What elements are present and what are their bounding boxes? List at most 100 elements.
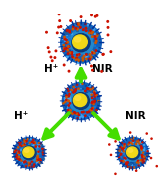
- Bar: [129, 138, 130, 139]
- Circle shape: [96, 94, 97, 95]
- Bar: [143, 144, 145, 145]
- Bar: [18, 152, 19, 153]
- Bar: [142, 153, 143, 154]
- Circle shape: [127, 166, 128, 167]
- Bar: [140, 162, 142, 163]
- Circle shape: [91, 14, 92, 15]
- Circle shape: [71, 89, 72, 91]
- Circle shape: [40, 143, 41, 144]
- Bar: [143, 158, 144, 159]
- Bar: [143, 149, 144, 150]
- Bar: [96, 52, 97, 53]
- Circle shape: [17, 157, 19, 158]
- Bar: [74, 24, 75, 25]
- Bar: [39, 150, 40, 151]
- Circle shape: [24, 162, 25, 163]
- Circle shape: [18, 151, 19, 152]
- Bar: [18, 157, 20, 158]
- Bar: [25, 139, 26, 140]
- Bar: [88, 58, 89, 60]
- Circle shape: [67, 50, 69, 51]
- Bar: [142, 158, 143, 159]
- Circle shape: [90, 89, 91, 90]
- Bar: [84, 88, 85, 89]
- Bar: [126, 162, 127, 163]
- Circle shape: [91, 102, 92, 104]
- Bar: [67, 56, 68, 57]
- Circle shape: [16, 149, 17, 150]
- Bar: [93, 99, 94, 100]
- Bar: [69, 33, 70, 34]
- Bar: [63, 44, 64, 45]
- Bar: [89, 89, 90, 90]
- Bar: [82, 112, 83, 114]
- Circle shape: [124, 144, 125, 146]
- Bar: [26, 142, 27, 143]
- Bar: [72, 87, 74, 88]
- Bar: [78, 28, 79, 29]
- Circle shape: [141, 146, 142, 147]
- Bar: [144, 157, 146, 158]
- Bar: [88, 89, 90, 90]
- Circle shape: [68, 112, 69, 114]
- Bar: [20, 161, 21, 162]
- Circle shape: [20, 143, 39, 162]
- Circle shape: [137, 162, 138, 163]
- Bar: [131, 162, 133, 163]
- Bar: [39, 158, 41, 159]
- Circle shape: [125, 158, 126, 159]
- Bar: [73, 54, 75, 56]
- Circle shape: [91, 113, 93, 115]
- Bar: [131, 139, 132, 140]
- Circle shape: [16, 150, 17, 151]
- Circle shape: [102, 54, 104, 55]
- Bar: [79, 115, 80, 116]
- Circle shape: [146, 155, 147, 156]
- Circle shape: [92, 101, 93, 102]
- Bar: [77, 83, 78, 84]
- Circle shape: [123, 147, 124, 149]
- Circle shape: [147, 151, 148, 152]
- Bar: [145, 159, 146, 160]
- Bar: [85, 113, 86, 114]
- Bar: [144, 158, 145, 159]
- Bar: [64, 42, 66, 44]
- Circle shape: [136, 170, 137, 171]
- Bar: [97, 39, 98, 40]
- Bar: [18, 147, 19, 148]
- Bar: [20, 142, 21, 143]
- Bar: [85, 28, 86, 29]
- Bar: [66, 111, 67, 112]
- Circle shape: [141, 148, 142, 149]
- Bar: [126, 145, 127, 146]
- Bar: [91, 93, 93, 94]
- Circle shape: [67, 112, 68, 113]
- Bar: [17, 151, 18, 152]
- Bar: [122, 150, 123, 151]
- Bar: [128, 139, 129, 140]
- Circle shape: [71, 53, 73, 55]
- Circle shape: [89, 58, 90, 60]
- Circle shape: [88, 88, 89, 90]
- Bar: [66, 35, 67, 36]
- Circle shape: [83, 29, 84, 30]
- Bar: [81, 56, 82, 57]
- Circle shape: [28, 162, 29, 163]
- Circle shape: [143, 161, 144, 162]
- Bar: [18, 163, 19, 164]
- Circle shape: [132, 143, 133, 144]
- Circle shape: [144, 156, 145, 157]
- Circle shape: [63, 48, 65, 49]
- Bar: [94, 41, 95, 42]
- Circle shape: [29, 142, 30, 143]
- Bar: [84, 56, 86, 57]
- Circle shape: [83, 55, 85, 57]
- Circle shape: [77, 113, 79, 114]
- Circle shape: [68, 96, 70, 97]
- Circle shape: [121, 153, 122, 154]
- Bar: [20, 141, 21, 143]
- Circle shape: [133, 137, 134, 139]
- Circle shape: [38, 158, 39, 159]
- Circle shape: [138, 141, 139, 142]
- Bar: [22, 163, 23, 164]
